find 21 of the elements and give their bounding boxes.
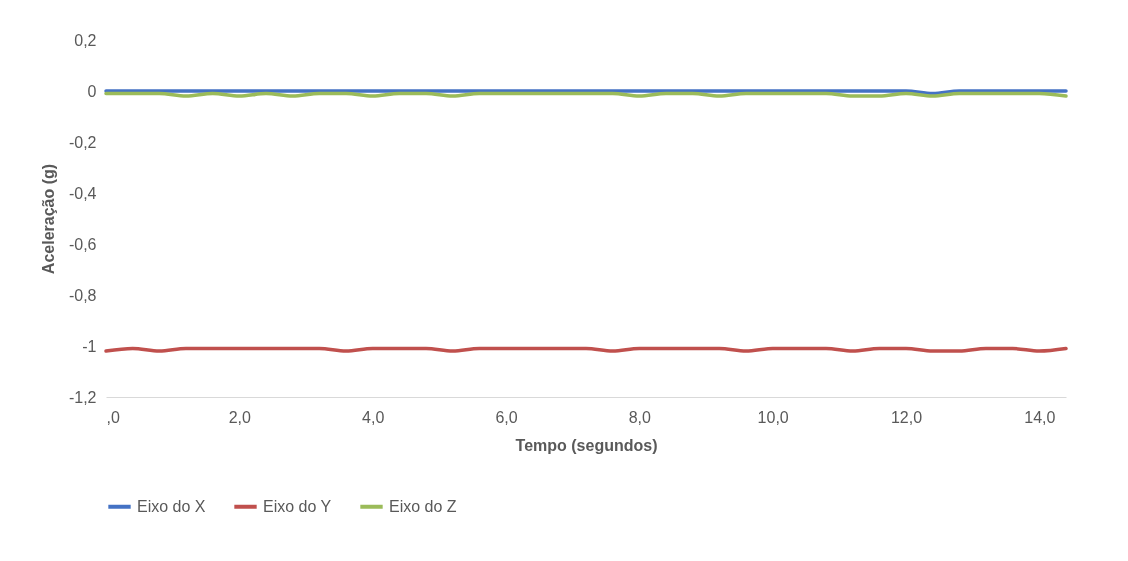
x-tick-label: 12,0: [890, 408, 923, 426]
x-tick-label: 8,0: [628, 408, 652, 426]
x-tick-label: 10,0: [757, 408, 789, 426]
y-tick-label: -0,2: [68, 133, 97, 151]
legend-label: Eixo do X: [137, 497, 206, 515]
x-tick-label: 4,0: [362, 408, 385, 426]
y-tick-label: 0: [87, 82, 97, 100]
x-tick-label: 14,0: [1024, 408, 1056, 426]
y-axis-title: Aceleração (g): [39, 163, 57, 275]
legend-label: Eixo do Z: [389, 497, 457, 515]
y-tick-label: -1,2: [68, 388, 97, 406]
x-axis-title: Tempo (segundos): [515, 436, 658, 454]
y-tick-label: -0,8: [68, 286, 97, 304]
y-tick-label: -0,4: [68, 184, 97, 202]
y-tick-label: -1: [82, 337, 97, 355]
y-tick-label: 0,2: [74, 31, 97, 49]
y-tick-label: -0,6: [68, 235, 97, 253]
x-tick-label: 2,0: [228, 408, 252, 426]
x-tick-label: ,0: [106, 408, 120, 426]
x-tick-label: 6,0: [495, 408, 518, 426]
legend-label: Eixo do Y: [263, 497, 332, 515]
